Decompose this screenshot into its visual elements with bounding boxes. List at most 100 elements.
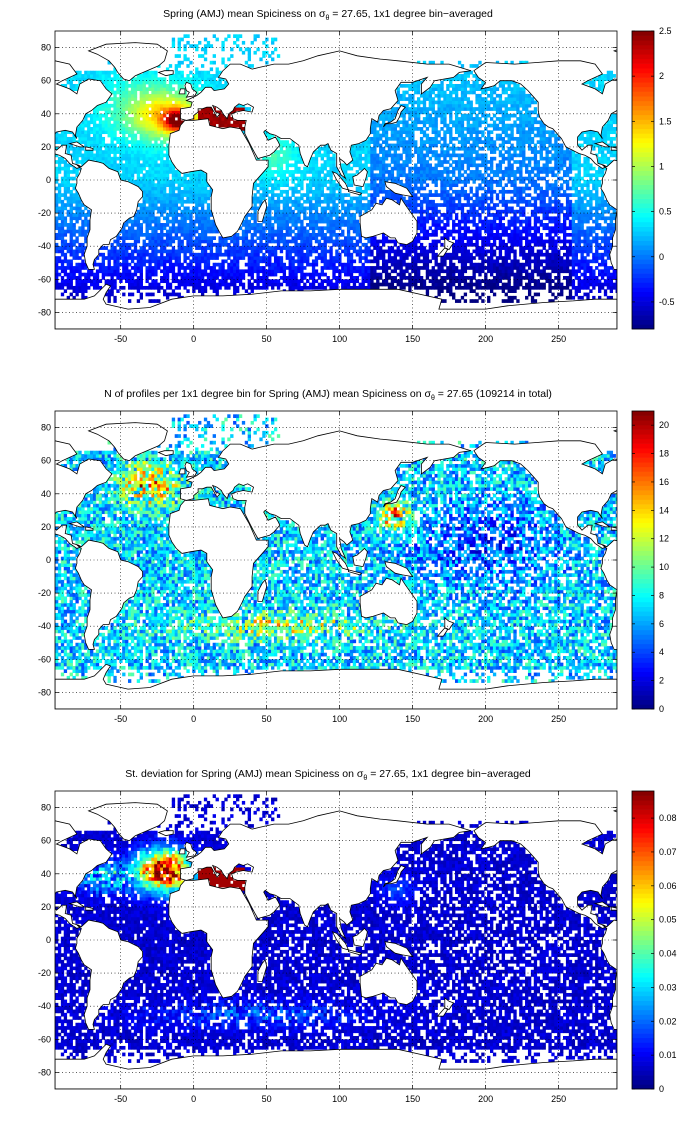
- heatmap-cell: [177, 285, 181, 290]
- heatmap-cell: [160, 186, 164, 191]
- heatmap-cell: [200, 259, 205, 264]
- heatmap-cell: [440, 203, 444, 207]
- heatmap-cell: [221, 279, 225, 284]
- heatmap-cell: [133, 117, 138, 121]
- heatmap-cell: [183, 272, 187, 277]
- heatmap-cell: [431, 266, 435, 270]
- heatmap-cell: [203, 232, 208, 237]
- heatmap-cell: [387, 189, 392, 194]
- heatmap-cell: [206, 256, 211, 260]
- heatmap-cell: [273, 199, 278, 204]
- heatmap-cell: [320, 246, 324, 250]
- heatmap-cell: [203, 193, 208, 197]
- heatmap-cell: [273, 47, 278, 52]
- heatmap-cell: [200, 206, 205, 211]
- heatmap-cell: [98, 120, 103, 125]
- heatmap-cell: [268, 219, 272, 224]
- heatmap-cell: [148, 206, 152, 211]
- heatmap-cell: [200, 196, 205, 201]
- heatmap-cell: [139, 136, 143, 141]
- heatmap-cell: [104, 107, 108, 111]
- heatmap-cell: [66, 130, 70, 135]
- heatmap-cell: [428, 100, 433, 105]
- heatmap-cell: [236, 239, 240, 244]
- heatmap-cell: [320, 213, 324, 217]
- heatmap-cell: [271, 282, 275, 287]
- heatmap-cell: [390, 246, 395, 250]
- heatmap-cell: [440, 146, 444, 151]
- heatmap-cell: [326, 193, 330, 197]
- heatmap-cell: [440, 150, 444, 154]
- heatmap-cell: [419, 140, 424, 144]
- heatmap-cell: [425, 110, 430, 115]
- heatmap-cell: [393, 146, 397, 151]
- heatmap-cell: [271, 272, 275, 277]
- heatmap-cell: [390, 110, 395, 115]
- heatmap-cell: [130, 150, 135, 154]
- heatmap-cell: [154, 127, 158, 131]
- heatmap-cell: [408, 246, 412, 250]
- heatmap-cell: [116, 289, 120, 293]
- heatmap-cell: [408, 186, 412, 191]
- heatmap-cell: [282, 269, 287, 274]
- heatmap-cell: [215, 256, 219, 260]
- heatmap-cell: [288, 186, 292, 191]
- heatmap-cell: [107, 97, 111, 101]
- heatmap-cell: [116, 236, 120, 240]
- heatmap-cell: [262, 252, 266, 257]
- heatmap-cell: [151, 219, 155, 224]
- heatmap-cell: [419, 209, 424, 214]
- heatmap-cell: [381, 156, 386, 161]
- heatmap-cell: [142, 256, 146, 260]
- heatmap-cell: [434, 259, 438, 264]
- heatmap-cell: [127, 107, 132, 111]
- heatmap-cell: [384, 259, 389, 264]
- heatmap-cell: [329, 189, 333, 194]
- heatmap-cell: [408, 166, 412, 171]
- heatmap-cell: [358, 239, 362, 244]
- heatmap-cell: [55, 232, 59, 237]
- heatmap-cell: [425, 252, 430, 257]
- heatmap-cell: [376, 266, 380, 270]
- heatmap-cell: [408, 196, 412, 201]
- heatmap-cell: [90, 143, 94, 148]
- heatmap-cell: [332, 259, 336, 264]
- heatmap-cell: [142, 173, 146, 178]
- heatmap-cell: [247, 259, 252, 264]
- heatmap-cell: [317, 232, 322, 237]
- heatmap-cell: [168, 242, 173, 247]
- heatmap-cell: [87, 223, 91, 227]
- heatmap-cell: [183, 180, 187, 184]
- heatmap-cell: [81, 232, 85, 237]
- heatmap-cell: [419, 160, 424, 164]
- heatmap-cell: [127, 153, 132, 158]
- heatmap-cell: [171, 80, 176, 85]
- heatmap-cell: [297, 282, 301, 287]
- heatmap-cell: [78, 153, 82, 158]
- heatmap-cell: [335, 223, 339, 227]
- heatmap-cell: [212, 117, 216, 121]
- heatmap-cell: [247, 219, 252, 224]
- heatmap-cell: [130, 170, 135, 174]
- heatmap-cell: [434, 93, 438, 98]
- heatmap-cell: [361, 256, 365, 260]
- heatmap-cell: [422, 176, 427, 181]
- heatmap-cell: [437, 113, 441, 118]
- heatmap-cell: [84, 229, 88, 234]
- heatmap-cell: [116, 249, 120, 254]
- heatmap-cell: [203, 216, 208, 221]
- heatmap-cell: [273, 160, 278, 164]
- heatmap-cell: [428, 176, 433, 181]
- heatmap-cell: [425, 206, 430, 211]
- heatmap-cell: [209, 269, 214, 274]
- heatmap-cell: [411, 133, 415, 138]
- heatmap-cell: [133, 180, 138, 184]
- heatmap-cell: [116, 269, 120, 274]
- heatmap-cell: [335, 285, 339, 290]
- heatmap-cell: [142, 153, 146, 158]
- heatmap-cell: [425, 140, 430, 144]
- heatmap-cell: [361, 206, 365, 211]
- heatmap-cell: [402, 252, 406, 257]
- heatmap-cell: [212, 252, 216, 257]
- heatmap-cell: [163, 216, 167, 221]
